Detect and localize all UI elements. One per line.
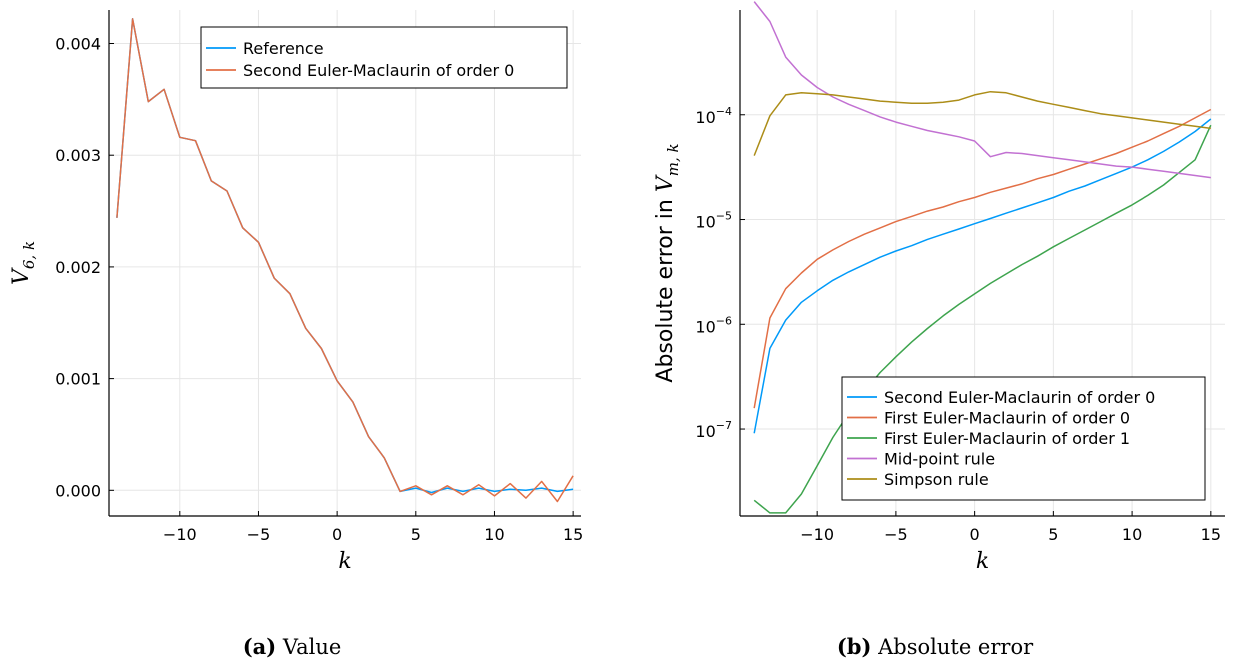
y-tick-exponent: −4 bbox=[716, 105, 732, 118]
x-tick-label: −5 bbox=[247, 525, 271, 544]
y-tick-label: 0.004 bbox=[55, 35, 101, 54]
caption-a-label: (a) bbox=[243, 634, 276, 659]
x-tick-label: 0 bbox=[332, 525, 342, 544]
caption-b-space bbox=[871, 635, 878, 659]
y-axis-label-text: Absolute error in bbox=[653, 192, 678, 382]
caption-b-text: Absolute error bbox=[877, 635, 1034, 659]
x-tick-label: 15 bbox=[1201, 525, 1221, 544]
y-tick-label: 10−5 bbox=[695, 210, 732, 232]
legend-label: Second Euler-Maclaurin of order 0 bbox=[243, 61, 514, 80]
x-tick-label: 5 bbox=[1048, 525, 1058, 544]
legend-box bbox=[841, 376, 1206, 501]
y-axis-label: V6, k bbox=[9, 241, 38, 285]
legend-box bbox=[200, 26, 568, 89]
y-axis-label: Absolute error in Vm, k bbox=[653, 143, 682, 382]
series-line-2 bbox=[753, 124, 1212, 514]
y-axis-label-var: V bbox=[9, 267, 34, 285]
y-axis-label-subscript: m, k bbox=[664, 143, 682, 176]
x-tick-label: −10 bbox=[800, 525, 834, 544]
x-tick-label: 10 bbox=[484, 525, 504, 544]
y-tick-label: 0.001 bbox=[55, 370, 101, 389]
x-tick-label: 15 bbox=[563, 525, 583, 544]
caption-b: (b) Absolute error bbox=[837, 634, 1034, 659]
x-tick-label: 10 bbox=[1122, 525, 1142, 544]
caption-a: (a) Value bbox=[243, 634, 342, 659]
y-tick-label: 0.000 bbox=[55, 481, 101, 500]
caption-a-space bbox=[276, 635, 283, 659]
legend-label: Reference bbox=[243, 39, 324, 58]
series-line-4 bbox=[753, 90, 1211, 156]
series-line-0 bbox=[753, 118, 1212, 434]
series-line-1 bbox=[753, 108, 1212, 409]
y-axis-label-var: V bbox=[653, 174, 678, 192]
series-line-3 bbox=[753, 1, 1211, 179]
legend-label: Mid-point rule bbox=[884, 450, 995, 469]
y-tick-base: 10 bbox=[695, 422, 715, 441]
y-tick-base: 10 bbox=[695, 213, 715, 232]
x-tick-label: −10 bbox=[163, 525, 197, 544]
x-tick-label: −5 bbox=[884, 525, 908, 544]
y-axis-label-subscript: 6, k bbox=[20, 241, 38, 269]
y-tick-label: 0.002 bbox=[55, 258, 101, 277]
x-axis-label: k bbox=[976, 549, 989, 574]
y-tick-label: 10−6 bbox=[695, 314, 732, 336]
x-axis-label: k bbox=[338, 549, 351, 574]
series-line-1 bbox=[116, 18, 574, 503]
legend-label: Simpson rule bbox=[884, 470, 989, 489]
caption-b-label: (b) bbox=[837, 634, 872, 659]
panel-a-value-chart: −10 −5 0 5 10 15 0.000 0.001 0.002 0.003 0.004 k V6,… bbox=[9, 10, 583, 659]
series-line-0 bbox=[116, 18, 574, 494]
y-tick-base: 10 bbox=[695, 317, 715, 336]
y-tick-exponent: −5 bbox=[716, 210, 732, 223]
y-tick-exponent: −6 bbox=[716, 314, 732, 327]
x-tick-label: 0 bbox=[970, 525, 980, 544]
legend-label: Second Euler-Maclaurin of order 0 bbox=[884, 388, 1155, 407]
y-tick-label: 10−4 bbox=[695, 105, 732, 127]
legend-label: First Euler-Maclaurin of order 1 bbox=[884, 429, 1130, 448]
y-tick-label: 10−7 bbox=[695, 419, 732, 441]
y-tick-label: 0.003 bbox=[55, 146, 101, 165]
legend-label: First Euler-Maclaurin of order 0 bbox=[884, 409, 1130, 428]
y-tick-exponent: −7 bbox=[716, 419, 732, 432]
y-tick-base: 10 bbox=[695, 108, 715, 127]
caption-a-text: Value bbox=[282, 635, 341, 659]
x-tick-label: 5 bbox=[411, 525, 421, 544]
